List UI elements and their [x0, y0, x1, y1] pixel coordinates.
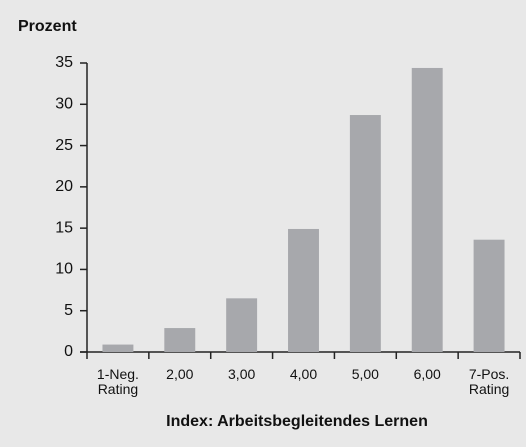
y-tick-label: 5: [64, 302, 73, 319]
x-tick-label: 7-Pos. Rating: [468, 366, 510, 397]
bar: [473, 239, 505, 352]
x-tick-label: 1-Neg. Rating: [96, 366, 139, 397]
y-tick-label: 30: [55, 96, 73, 113]
x-tick-label: 6,00: [413, 366, 441, 382]
bar: [102, 344, 134, 352]
y-axis-title: Prozent: [18, 18, 77, 35]
y-tick-label: 10: [55, 261, 73, 278]
y-tick-label: 15: [55, 219, 73, 236]
bar: [349, 115, 381, 353]
x-axis-title: Index: Arbeitsbegleitendes Lernen: [166, 413, 428, 430]
bar: [226, 298, 258, 352]
bar: [164, 328, 196, 352]
x-tick-label: 2,00: [166, 366, 194, 382]
y-tick-label: 20: [55, 178, 73, 195]
x-tick-label: 4,00: [289, 366, 318, 382]
bar: [411, 67, 443, 352]
x-tick-label: 5,00: [351, 366, 379, 382]
x-tick-label: 3,00: [228, 366, 256, 382]
bar: [288, 228, 319, 352]
y-tick-label: 0: [64, 343, 73, 360]
y-tick-label: 25: [55, 137, 73, 154]
y-tick-label: 35: [55, 54, 73, 71]
